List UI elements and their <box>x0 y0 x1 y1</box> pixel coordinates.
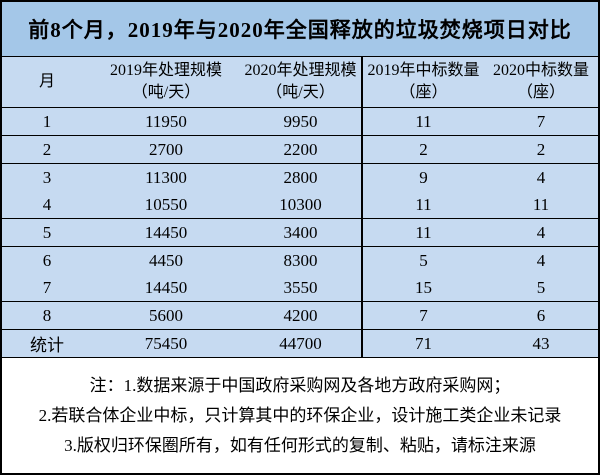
cell-2019-capacity: 14450 <box>92 274 240 302</box>
cell-total-label: 统计 <box>2 329 92 358</box>
cell-2019-wins: 11 <box>362 107 484 136</box>
header-row: 月 2019年处理规模 （吨/天） 2020年处理规模 （吨/天） 2019年中标数… <box>2 57 598 108</box>
header-2020-wins: 2020中标数量 （座） <box>484 57 598 108</box>
cell-2019-wins: 9 <box>419 167 428 187</box>
cell-2020-capacity: 2200 <box>240 135 363 164</box>
cell-2020-capacity: 8300 <box>240 246 363 274</box>
comparison-table: 月 2019年处理规模 （吨/天） 2020年处理规模 （吨/天） 2019年中标数… <box>2 57 598 358</box>
cell-month: 4 <box>2 191 92 219</box>
cell-2020-wins: 4 <box>536 250 546 270</box>
table-row-2: 2 2700 2200 2 2 <box>2 135 598 164</box>
cell-2020-capacity: 10300 <box>240 191 363 219</box>
footnotes: 注：1.数据来源于中国政府采购网及各地方政府采购网； 2.若联合体企业中标，只计… <box>2 358 598 461</box>
footnote-3: 3.版权归环保圈所有，如有任何形式的复制、粘贴，请标注来源 <box>64 436 536 455</box>
cell-month: 6 <box>42 250 52 270</box>
cell-2020-capacity: 2800 <box>240 163 363 191</box>
cell-2020-wins-total: 43 <box>484 329 598 358</box>
table-body: 1 11950 9950 11 7 2 2700 2200 2 2 3 1130… <box>2 107 598 358</box>
cell-2019-wins: 11 <box>362 218 484 247</box>
cell-month: 7 <box>2 274 92 302</box>
cell-month: 2 <box>2 135 92 164</box>
cell-2019-capacity: 10550 <box>92 191 240 219</box>
cell-2020-wins: 5 <box>484 274 598 302</box>
cell-2019-capacity-total: 75450 <box>92 329 240 358</box>
cell-2020-wins: 11 <box>484 191 598 219</box>
cell-2020-wins: 4 <box>484 218 598 247</box>
cell-2020-capacity-total: 44700 <box>240 329 363 358</box>
cell-2020-capacity: 3400 <box>240 218 363 247</box>
footnote-2: 2.若联合体企业中标，只计算其中的环保企业，设计施工类企业未记录 <box>38 406 562 425</box>
cell-2019-wins: 2 <box>362 135 484 164</box>
header-2019-capacity: 2019年处理规模 （吨/天） <box>92 57 240 108</box>
cell-2019-wins: 5 <box>419 250 428 270</box>
table-row-total: 统计 75450 44700 71 43 <box>2 329 598 358</box>
cell-month: 5 <box>2 218 92 247</box>
header-2020-capacity: 2020年处理规模 （吨/天） <box>240 57 363 108</box>
footnote-1: 注：1.数据来源于中国政府采购网及各地方政府采购网； <box>89 376 511 395</box>
table-row-6: 6 4450 8300 5 4 <box>2 246 598 274</box>
cell-2020-capacity: 3550 <box>240 274 363 302</box>
table-row-3: 3 11300 2800 9 4 <box>2 163 598 191</box>
cell-2019-wins: 15 <box>362 274 484 302</box>
cell-2019-capacity: 2700 <box>92 135 240 164</box>
cell-2020-wins: 4 <box>536 167 546 187</box>
cell-month: 1 <box>2 107 92 136</box>
cell-2020-wins: 7 <box>484 107 598 136</box>
header-month: 月 <box>2 57 92 108</box>
table-row-4: 4 10550 10300 11 11 <box>2 191 598 219</box>
table-row-5: 5 14450 3400 11 4 <box>2 218 598 247</box>
header-month-label: 月 <box>38 73 55 91</box>
cell-2019-capacity: 11300 <box>145 167 187 187</box>
figure-title: 前8个月，2019年与2020年全国释放的垃圾焚烧项日对比 <box>2 2 598 57</box>
cell-2020-wins: 6 <box>484 301 598 330</box>
table-row-7: 7 14450 3550 15 5 <box>2 274 598 302</box>
cell-2019-wins: 11 <box>362 191 484 219</box>
cell-2019-capacity: 14450 <box>92 218 240 247</box>
table-header: 月 2019年处理规模 （吨/天） 2020年处理规模 （吨/天） 2019年中标数… <box>2 57 598 108</box>
cell-month: 3 <box>42 167 52 187</box>
cell-2019-capacity: 11950 <box>92 107 240 136</box>
header-2019-wins: 2019年中标数量 （座） <box>362 57 484 108</box>
cell-2019-capacity: 4450 <box>149 250 183 270</box>
cell-month: 8 <box>2 301 92 330</box>
cell-2020-wins: 2 <box>484 135 598 164</box>
table-row-8: 8 5600 4200 7 6 <box>2 301 598 330</box>
cell-2019-capacity: 5600 <box>92 301 240 330</box>
cell-2020-capacity: 9950 <box>240 107 363 136</box>
cell-2019-wins: 7 <box>362 301 484 330</box>
table-row-1: 1 11950 9950 11 7 <box>2 107 598 136</box>
cell-2019-wins-total: 71 <box>362 329 484 358</box>
cell-2020-capacity: 4200 <box>240 301 363 330</box>
